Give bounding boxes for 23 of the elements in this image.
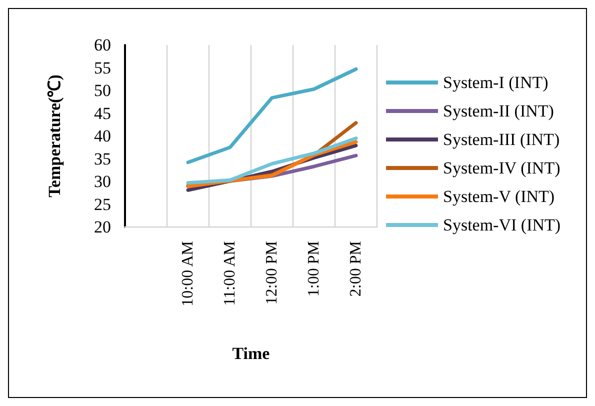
y-tick-label: 60 bbox=[94, 36, 111, 54]
legend-label: System-V (INT) bbox=[443, 187, 555, 206]
y-tick-label: 20 bbox=[94, 218, 111, 236]
x-tick-label: 2:00 PM bbox=[348, 241, 364, 297]
legend-label: System-IV (INT) bbox=[443, 158, 560, 178]
y-tick-label: 30 bbox=[94, 172, 111, 191]
x-tick-label: 1:00 PM bbox=[306, 241, 322, 297]
x-tick-label: 12:00 PM bbox=[264, 241, 280, 305]
y-tick-label: 45 bbox=[94, 104, 111, 123]
legend-label: System-II (INT) bbox=[443, 102, 554, 120]
legend-label: System-VI (INT) bbox=[443, 216, 561, 234]
y-tick-label: 55 bbox=[94, 58, 111, 78]
y-tick-label: 35 bbox=[94, 149, 111, 168]
y-tick-label: 50 bbox=[94, 81, 111, 100]
y-tick-label: 25 bbox=[94, 194, 111, 214]
legend-label: System-I (INT) bbox=[443, 73, 548, 92]
x-tick-label: 10:00 AM bbox=[180, 241, 196, 306]
legend-label: System-III (INT) bbox=[443, 130, 560, 149]
x-axis-title: Time bbox=[232, 344, 270, 363]
x-tick-label: 11:00 AM bbox=[222, 241, 238, 306]
line-series bbox=[186, 67, 358, 164]
y-tick-label: 40 bbox=[94, 126, 111, 146]
y-axis-title: Temperature(℃) bbox=[45, 74, 64, 198]
